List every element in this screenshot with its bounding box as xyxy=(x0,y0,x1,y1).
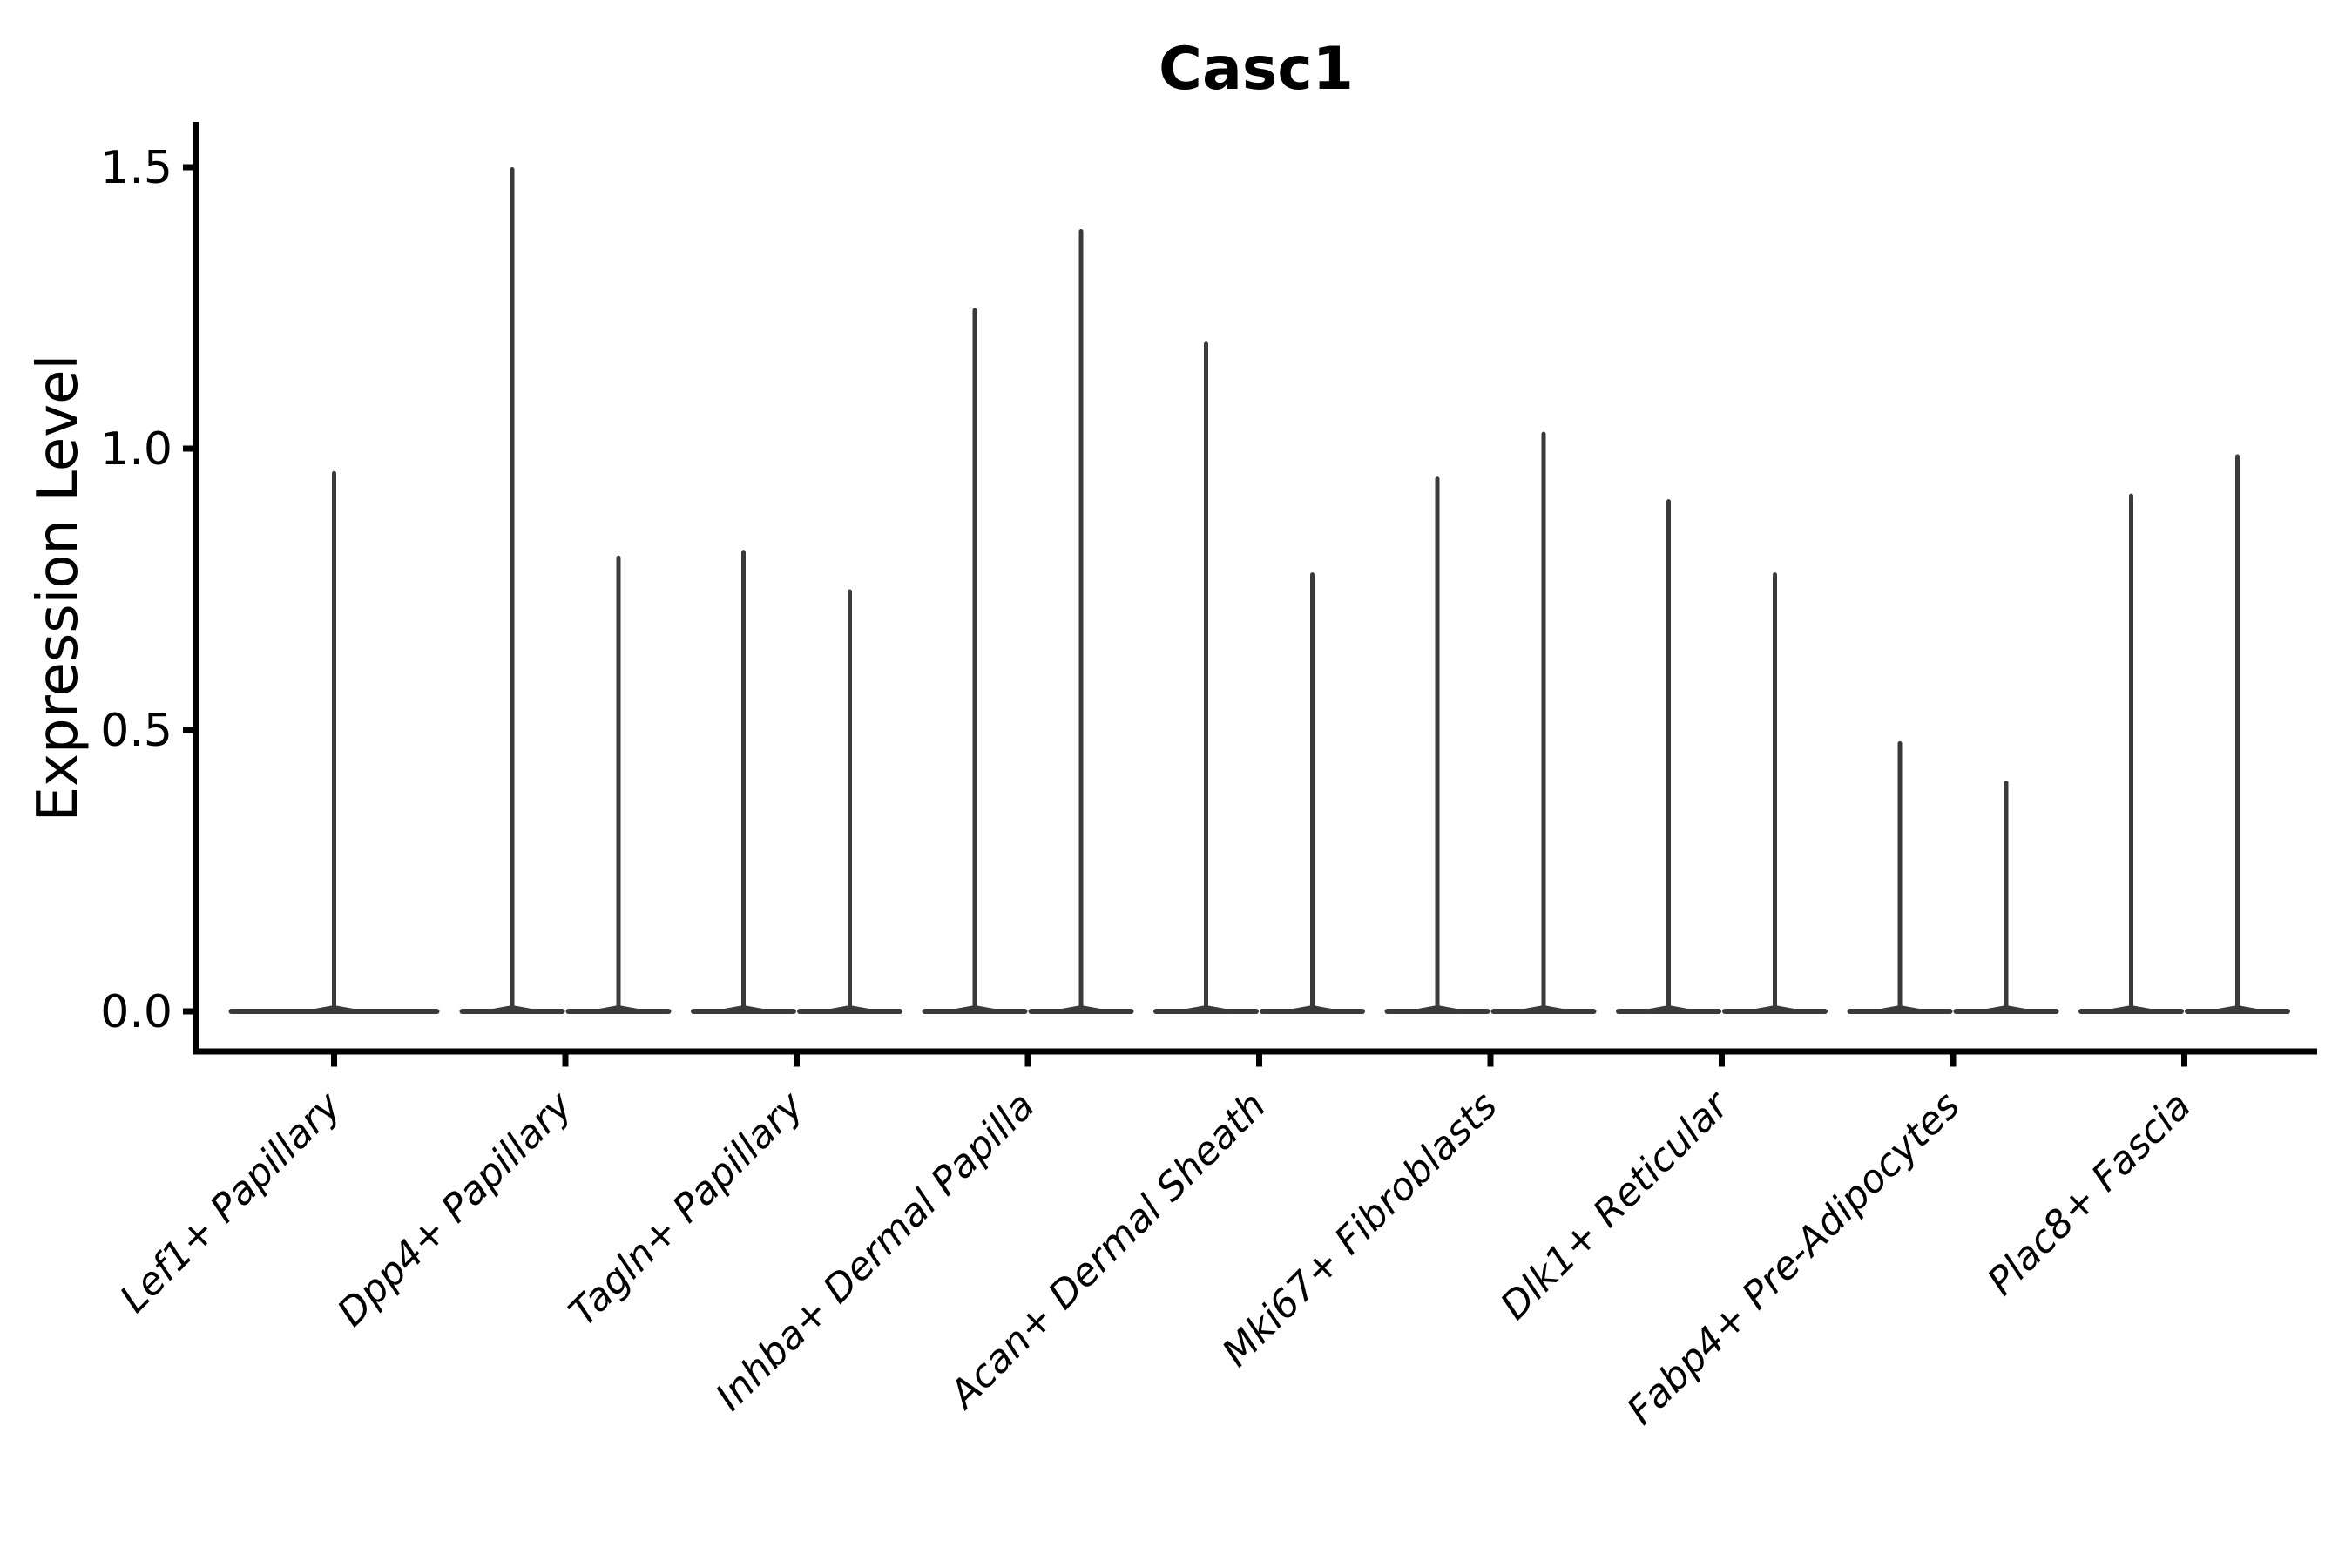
x-tick-label: Plac8+ Fascia xyxy=(1979,1084,2200,1304)
violin xyxy=(1953,781,2059,1014)
x-tick-label: Dlk1+ Reticular xyxy=(1492,1082,1739,1328)
violin xyxy=(922,308,1028,1014)
y-axis-label: Expression Level xyxy=(26,355,91,822)
x-tick-label: Lef1+ Papillary xyxy=(112,1083,350,1321)
violin xyxy=(459,167,565,1014)
violin xyxy=(228,470,440,1014)
y-tick-label: 1.5 xyxy=(100,142,172,194)
x-tick-label: Dpp4+ Papillary xyxy=(329,1083,582,1335)
violin xyxy=(2185,454,2290,1014)
violin xyxy=(1384,476,1490,1014)
x-tick-label: Tagln+ Papillary xyxy=(561,1083,813,1335)
violin xyxy=(2078,493,2184,1014)
violin xyxy=(691,550,796,1014)
violin xyxy=(1260,572,1365,1014)
y-tick-label: 1.0 xyxy=(100,423,172,476)
violin xyxy=(1490,431,1597,1014)
violin xyxy=(1722,572,1828,1014)
violin xyxy=(797,589,902,1014)
y-tick-label: 0.0 xyxy=(100,986,172,1038)
violin xyxy=(1028,229,1134,1014)
y-tick-label: 0.5 xyxy=(100,705,172,757)
violin xyxy=(565,555,672,1014)
chart-title: Casc1 xyxy=(1159,35,1354,104)
violin-layer xyxy=(228,167,2290,1014)
violin xyxy=(1847,740,1953,1014)
violin xyxy=(1616,499,1721,1014)
violin xyxy=(1153,341,1259,1014)
